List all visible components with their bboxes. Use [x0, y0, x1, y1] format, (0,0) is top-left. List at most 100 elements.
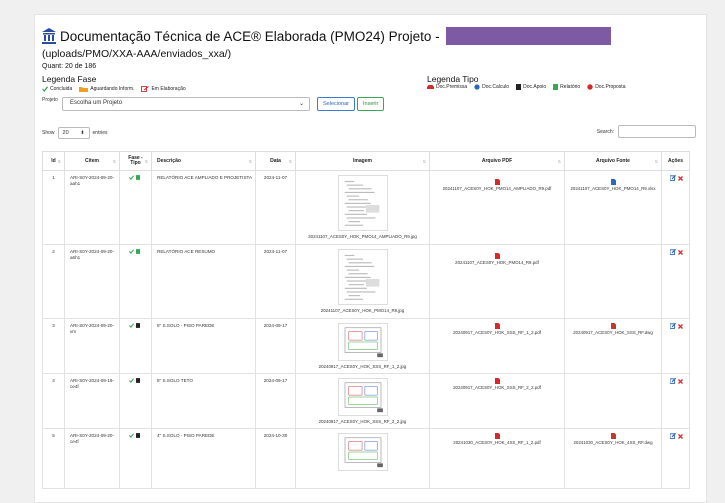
image-filename[interactable]: 20240917_ACES0Y_HOK_SSS_RF_2_2.jpg [318, 419, 407, 424]
redacted-project-name [445, 27, 611, 45]
cell-fase-tipo [119, 373, 152, 429]
cell-data: 2024-11-07 [255, 170, 296, 245]
cell-id: 5 [42, 428, 65, 489]
source-file-link[interactable]: 20240917_ACES0Y_HOK_SSS_RF.dwg [573, 330, 653, 335]
cell-fase-tipo [119, 428, 152, 489]
edit-icon[interactable] [670, 433, 676, 439]
edit-icon[interactable] [670, 323, 676, 329]
legend-doc-proposta: Doc.Proposta [587, 84, 625, 90]
image-filename[interactable]: 20241107_ACES0Y_HOK_PMO14_R9.jpg [320, 308, 405, 313]
edit-icon[interactable] [670, 249, 676, 255]
chevron-updown-icon: ⬍ [80, 130, 85, 136]
page-container: Documentação Técnica de ACE® Elaborada (… [34, 14, 707, 503]
document-thumbnail[interactable] [337, 175, 388, 231]
source-file-link[interactable]: 20241030_ACES0Y_HOK_4SS_RF.dwg [573, 440, 653, 445]
book-icon [516, 84, 522, 90]
cell-id: 4 [42, 373, 65, 429]
cell-arquivo-pdf: 20241107_ACES0Y_HOK_PMO14_AMPLIADO_R9.pd… [429, 170, 565, 245]
edit-icon[interactable] [670, 175, 676, 181]
cell-acoes [661, 244, 690, 319]
col-imagem[interactable]: Imagem ⇅ [295, 151, 430, 171]
search-input[interactable] [618, 125, 696, 138]
pdf-file-icon [494, 433, 500, 439]
col-data[interactable]: Data ⇅ [255, 151, 296, 171]
project-select[interactable]: Escolha um Projeto ⌄ [62, 97, 310, 111]
legend-elaboracao: Em Elaboração [141, 86, 186, 92]
col-arquivo-fonte[interactable]: Arquivo Fonte ⇅ [564, 151, 662, 171]
entries-select[interactable]: 20 ⬍ [57, 127, 90, 139]
pdf-file-icon [494, 253, 500, 259]
cell-acoes [661, 318, 690, 374]
cell-imagem: 20240917_ACES0Y_HOK_SSS_RF_2_2.jpg [295, 373, 430, 429]
col-descricao[interactable]: Descrição ⇅ [151, 151, 256, 171]
cell-id: 1 [42, 170, 65, 245]
cell-descricao: RELATÓRIO ACE RESUMO [151, 244, 256, 319]
cell-fase-tipo [119, 318, 152, 374]
calculator-icon [474, 84, 480, 90]
cell-citem: ARI-S0Y-2024-09-20-aah1 [64, 170, 120, 245]
delete-icon[interactable] [678, 175, 683, 181]
check-icon [129, 175, 134, 181]
project-label: Projeto [42, 97, 58, 103]
cell-data: 2024-09-17 [255, 373, 296, 429]
image-filename[interactable]: 20241107_ACES0Y_HOK_PMO14_AMPLIADO_R9.jp… [308, 234, 417, 239]
table-row: 3 ARI-S0Y-2024-09-20-vm 5" S.SOLO - PISO P… [42, 318, 690, 374]
cell-descricao: 5" S.SOLO TETO [151, 373, 256, 429]
cell-arquivo-fonte [564, 373, 662, 429]
col-acoes: Ações [661, 151, 690, 171]
document-thumbnail[interactable] [337, 249, 388, 305]
cell-data: 2024-11-07 [255, 244, 296, 319]
table-row: 4 ARI-S0Y-2024-09-19-ce4f 5" S.SOLO TETO 20… [42, 373, 690, 429]
cell-fase-tipo [119, 170, 152, 245]
floorplan-thumbnail[interactable] [337, 378, 388, 416]
table-row: 2 ARI-S0Y-2024-09-20-a6h1 RELATÓRIO ACE RE… [42, 244, 690, 319]
chevron-down-icon: ⌄ [298, 101, 304, 107]
delete-icon[interactable] [678, 323, 683, 329]
search-area: Search: [597, 125, 696, 138]
pdf-file-link[interactable]: 20240917_ACES0Y_HOK_SSS_RF_2_2.pdf [453, 385, 541, 390]
floorplan-thumbnail[interactable] [337, 323, 388, 361]
insert-button[interactable]: Inserir [357, 97, 385, 111]
source-file-link[interactable]: 20241107_ACES0Y_HOK_PMO14_R9.xlsx [570, 186, 656, 191]
legend-aguardando: Aguardando Inform. [79, 86, 134, 92]
cell-data: 2024-10-30 [255, 428, 296, 489]
pdf-file-link[interactable]: 20241107_ACES0Y_HOK_PMO14_AMPLIADO_R9.pd… [442, 186, 552, 191]
book-icon [136, 378, 140, 384]
pdf-file-link[interactable]: 20241030_ACES0Y_HOK_4SS_RF_1_2.pdf [453, 440, 541, 445]
cell-acoes [661, 428, 690, 489]
legend-doc-apoio: Doc.Apoio [516, 84, 546, 90]
page-header: Documentação Técnica de ACE® Elaborada (… [42, 27, 611, 45]
cell-descricao: RELATÓRIO ACE AMPLIADO E PROJETISTA [151, 170, 256, 245]
legend-tipo: Doc.Premissa Doc.Calculo Doc.Apoio Relat… [427, 84, 632, 90]
cell-arquivo-fonte: 20240917_ACES0Y_HOK_SSS_RF.dwg [564, 318, 662, 374]
select-button[interactable]: Selecionar [317, 97, 355, 111]
col-citem[interactable]: Citem ⇅ [64, 151, 120, 171]
edit-icon[interactable] [670, 378, 676, 384]
documents-table: Id ⇅ Citem ⇅ Fase - Tipo ⇅ Descrição ⇅ Data ⇅… [42, 151, 690, 489]
cell-id: 2 [42, 244, 65, 319]
delete-icon[interactable] [678, 249, 683, 255]
cell-acoes [661, 373, 690, 429]
image-filename[interactable]: 20240917_ACES0Y_HOK_SSS_RF_1_2.jpg [318, 364, 407, 369]
upload-path: (uploads/PMO/XXA-AAA/enviados_xxa/) [42, 48, 232, 60]
col-id[interactable]: Id ⇅ [42, 151, 65, 171]
pdf-file-link[interactable]: 20240917_ACES0Y_HOK_SSS_RF_1_2.pdf [453, 330, 541, 335]
book-icon [136, 433, 140, 439]
cell-descricao: 4" S.SOLO - PISO PAREDE [151, 428, 256, 489]
legend-concluida: Concluida [42, 86, 72, 92]
legend-fase-title: Legenda Fase [42, 74, 97, 84]
check-icon [129, 433, 134, 439]
floorplan-thumbnail[interactable] [337, 433, 388, 471]
col-arquivo-pdf[interactable]: Arquivo PDF ⇅ [429, 151, 565, 171]
pdf-file-link[interactable]: 20241107_ACES0Y_HOK_PMO14_R9.pdf [455, 260, 539, 265]
folder-icon [79, 87, 89, 92]
cell-arquivo-pdf: 20240917_ACES0Y_HOK_SSS_RF_2_2.pdf [429, 373, 565, 429]
word-file-icon [610, 179, 616, 185]
check-icon [129, 249, 134, 255]
cell-arquivo-fonte: 20241030_ACES0Y_HOK_4SS_RF.dwg [564, 428, 662, 489]
col-fase-tipo[interactable]: Fase - Tipo ⇅ [119, 151, 152, 171]
delete-icon[interactable] [678, 378, 683, 384]
institution-icon [42, 27, 56, 44]
delete-icon[interactable] [678, 433, 683, 439]
page-title: Documentação Técnica de ACE® Elaborada (… [60, 28, 440, 44]
